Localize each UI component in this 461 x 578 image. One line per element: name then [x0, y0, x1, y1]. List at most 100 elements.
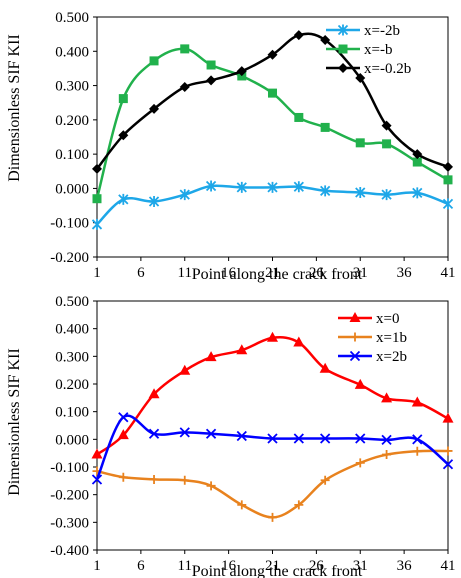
data-point [205, 428, 217, 439]
data-point [411, 396, 423, 407]
data-point [91, 448, 103, 459]
data-point [293, 336, 305, 347]
data-point [118, 94, 128, 104]
data-point [381, 392, 393, 403]
legend-label: x=-b [364, 42, 392, 58]
data-point [412, 157, 422, 167]
data-point [180, 475, 190, 485]
data-point [412, 187, 423, 199]
y-tick-label: 0.500 [55, 10, 89, 26]
y-tick-label: -0.400 [50, 543, 89, 559]
data-point [354, 378, 366, 389]
y-tick-label: -0.100 [50, 460, 89, 476]
legend-label: x=-2b [364, 23, 400, 39]
data-point [355, 458, 365, 468]
y-tick-label: 0.500 [55, 294, 89, 310]
data-point [149, 103, 160, 114]
data-point [381, 189, 392, 201]
x-tick-label: 41 [441, 265, 456, 281]
legend-marker [338, 44, 348, 54]
data-point [236, 344, 248, 355]
x-tick-label: 31 [353, 265, 368, 281]
x-axis-title: Point along the crack front [192, 563, 363, 578]
data-point [267, 49, 278, 60]
data-point [206, 481, 216, 491]
data-point [149, 56, 159, 66]
data-point [412, 149, 423, 160]
legend-label: x=-0.2b [364, 61, 411, 77]
data-point [443, 161, 453, 172]
data-point [320, 475, 330, 485]
x-tick-label: 21 [265, 558, 280, 574]
plot-layer: -0.400 -0.300 -0.200 -0.100 0.000 0.100 0.200 0… [50, 294, 455, 574]
y-tick-label: -0.200 [50, 488, 89, 504]
y-tick-label: 0.400 [55, 322, 89, 338]
data-point [382, 139, 392, 149]
data-point [267, 181, 278, 193]
x-tick-label: 1 [93, 558, 101, 574]
data-point [443, 175, 453, 185]
x-tick-label: 36 [397, 265, 413, 281]
data-point [148, 195, 160, 207]
x-tick-label: 11 [178, 558, 192, 574]
data-point [293, 181, 304, 193]
data-point [206, 60, 216, 70]
data-point [355, 187, 366, 199]
y-tick-label: -0.200 [50, 250, 89, 266]
data-point [91, 474, 103, 485]
data-point [118, 130, 129, 141]
x-tick-label: 26 [309, 558, 325, 574]
data-point [319, 362, 331, 373]
data-point [148, 428, 160, 439]
y-tick-label: 0.200 [55, 377, 89, 393]
data-point [268, 88, 277, 98]
y-axis-title: Dimensionless SIF KII [6, 348, 23, 496]
x-tick-label: 41 [441, 558, 456, 574]
data-point [92, 194, 102, 204]
x-tick-label: 16 [221, 265, 237, 281]
data-point [294, 500, 304, 510]
data-point [355, 433, 366, 444]
data-point [412, 434, 423, 445]
x-tick-label: 1 [93, 265, 101, 281]
data-point [320, 122, 330, 132]
data-point [355, 73, 366, 84]
data-point [442, 198, 454, 210]
x-axis-title: Point along the crack front [192, 266, 363, 283]
legend-marker [338, 63, 348, 73]
data-point [205, 180, 217, 192]
data-point [412, 446, 422, 456]
data-point [294, 112, 304, 122]
x-tick-label: 26 [309, 265, 325, 281]
y-tick-label: 0.400 [55, 44, 89, 60]
series-line [96, 449, 449, 519]
data-point [92, 163, 102, 174]
x-tick-label: 21 [265, 265, 280, 281]
data-point [205, 351, 217, 362]
data-point [117, 429, 129, 440]
y-tick-label: -0.100 [50, 216, 89, 232]
data-point [320, 433, 331, 444]
data-point [118, 472, 128, 482]
data-point [268, 512, 277, 522]
y-tick-label: 0.000 [55, 181, 89, 197]
data-point [381, 434, 392, 446]
data-point [442, 412, 454, 423]
x-tick-label: 36 [397, 558, 413, 574]
y-tick-label: 0.100 [55, 147, 89, 163]
data-point [236, 430, 247, 442]
y-axis-title: Dimensionless SIF KII [6, 34, 23, 182]
data-point [381, 120, 392, 131]
legend-marker [349, 350, 361, 362]
data-point [236, 66, 247, 77]
data-point [320, 185, 331, 197]
y-tick-label: 0.300 [55, 79, 89, 95]
legend-label: x=0 [376, 311, 399, 327]
legend-marker [337, 24, 349, 36]
x-tick-label: 16 [221, 558, 237, 574]
data-point [179, 189, 190, 201]
data-point [237, 500, 247, 510]
data-point [443, 446, 453, 456]
plot-layer: -0.200 -0.100 0.000 0.100 0.200 0.300 0.400 0.5… [50, 10, 455, 281]
data-point [267, 331, 278, 342]
